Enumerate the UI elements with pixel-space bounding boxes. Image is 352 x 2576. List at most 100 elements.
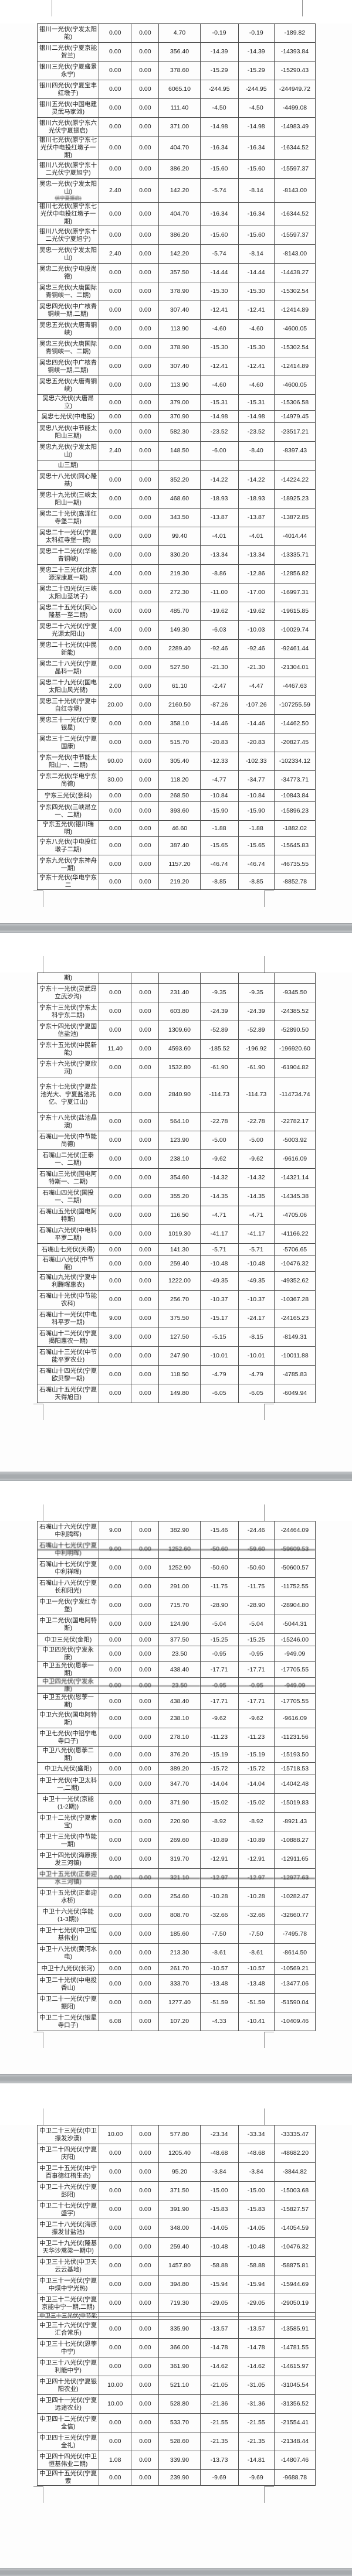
value-cell: -17705.55: [273, 1693, 316, 1710]
value-cell: -15.90: [238, 801, 275, 821]
value-cell: -11752.55: [273, 1577, 316, 1596]
station-name-cell: 吴忠三光伏(大唐国际青铜峡一、二期): [36, 282, 100, 301]
station-row: 吴忠一光伏(宁发太阳山) 伏宁夏振启) 2.40 0.00 142.20 -5.74 -8.…: [36, 178, 316, 203]
value-cell: 259.40: [158, 1255, 201, 1272]
station-row: 宁东三光伏(意科) 0.00 0.00 268.50 -10.84 -10.84 -1084…: [36, 789, 316, 802]
value-cell: 354.60: [158, 1168, 201, 1188]
value-cell: 0.00: [99, 1925, 132, 1944]
value-cell: -20.83: [238, 733, 275, 752]
value-cell: 0.00: [131, 1906, 160, 1925]
value-cell: -50.60: [199, 1540, 239, 1559]
value-cell: 0.00: [99, 2162, 132, 2182]
value-cell: -14.05: [238, 2219, 275, 2238]
value-cell: -23.52: [199, 422, 239, 442]
value-cell: -14.62: [199, 2357, 239, 2376]
value-cell: 0.00: [99, 1058, 132, 1077]
value-cell: 0.00: [131, 2432, 160, 2451]
station-name-cell: 石嘴山十三光伏(中节能平罗农业): [36, 1346, 100, 1366]
value-cell: -14.04: [199, 1775, 239, 1794]
station-name-cell: 宁东十光伏(华电宁东二: [36, 874, 100, 890]
station-name-cell: 银川三光伏(宁夏盛景永宁): [36, 61, 100, 80]
value-cell: -14.78: [199, 2338, 239, 2357]
value-cell: -4499.08: [273, 98, 316, 118]
value-cell: -92.46: [238, 639, 275, 658]
station-name-cell: 中卫三十二光伏(宁夏京能中宁一期,二期): [36, 2294, 100, 2313]
value-cell: -6.05: [199, 1384, 239, 1403]
value-cell: -21.30: [238, 658, 275, 677]
value-cell: 305.40: [158, 752, 201, 771]
value-cell: 0.00: [131, 801, 160, 821]
value-cell: -949.09: [273, 1646, 316, 1662]
value-cell: -16.34: [238, 202, 275, 226]
value-cell: -114.73: [199, 1077, 239, 1113]
station-name-cell: 吴忠九光伏(宁发太阳山): [36, 441, 100, 460]
value-cell: -14.98: [238, 410, 275, 423]
value-cell: -14042.48: [273, 1775, 316, 1794]
value-cell: -4.77: [199, 770, 239, 790]
settlement-table: 期) 宁东十一光伏(灵武昂立武沙沟) 0.00 0.00 231.40 -9.35 -9.3…: [36, 973, 316, 1403]
station-row: 中卫二十三光伏(中卫振发沙漠) 10.00 0.00 577.80 -23.34 -33.…: [36, 2125, 316, 2144]
settlement-table: 中卫二十三光伏(中卫振发沙漠) 10.00 0.00 577.80 -23.34 -33.…: [36, 2125, 316, 2486]
value-cell: 0.00: [131, 1596, 160, 1615]
value-cell: 0.00: [99, 1224, 132, 1244]
value-cell: -17.71: [199, 1661, 239, 1678]
value-cell: -5003.92: [273, 1131, 316, 1150]
value-cell: 0.00: [131, 1309, 160, 1328]
station-row: 石嘴山十四光伏(宁夏欧贝黎一期) 0.00 0.00 118.50 -4.79 -4.79…: [36, 1365, 316, 1384]
station-name-cell: 银川六光伏(原宁东六光伏宁夏振启): [36, 117, 100, 137]
value-cell: -14.44: [238, 263, 275, 282]
value-cell: 3.00: [99, 1328, 132, 1347]
value-cell: -8614.50: [273, 1943, 316, 1963]
station-name-cell: 石嘴山十六光伏(宁夏中利腾晖): [36, 1521, 100, 1540]
value-cell: 0.00: [99, 226, 132, 245]
station-name-cell: 中卫四十三光伏(宁夏全礼): [36, 2432, 100, 2451]
station-row: 中卫十二光伏(宁夏索宝) 0.00 0.00 220.90 -8.92 -8.92 -892…: [36, 1812, 316, 1831]
station-name-cell: 中卫十光伏(中卫太科一,二期): [36, 1775, 100, 1794]
value-cell: [158, 460, 201, 471]
document-page: 期) 宁东十一光伏(灵武昂立武沙沟) 0.00 0.00 231.40 -9.35 -9.3…: [0, 956, 352, 1472]
station-row: 银川四光伏(宁夏宝丰红墩子) 0.00 0.00 6065.10 -244.95 -244…: [36, 80, 316, 99]
value-cell: -244949.72: [273, 80, 316, 99]
value-cell: [238, 2312, 275, 2320]
station-name-cell: 中卫三光伏(金阳): [36, 1633, 100, 1646]
value-cell: -34.77: [238, 770, 275, 790]
station-name-cell: 中卫二光伏(国电阿特斯): [36, 1615, 100, 1634]
value-cell: -15645.83: [273, 836, 316, 855]
value-cell: -15.94: [238, 2275, 275, 2294]
value-cell: 2289.40: [158, 639, 201, 658]
margin-crop-mark: [264, 890, 265, 907]
station-row: 吴忠二十九光伏(国电太阳山风光储) 2.00 0.00 61.10 -2.47 -4.47…: [36, 677, 316, 696]
value-cell: -8.14: [238, 244, 275, 264]
value-cell: 0.00: [131, 2451, 160, 2470]
station-name-cell: 银川二光伏(宁夏京能贺兰): [36, 42, 100, 62]
value-cell: -14.81: [238, 2451, 275, 2470]
value-cell: -16344.52: [273, 202, 316, 226]
value-cell: -10.48: [199, 1255, 239, 1272]
value-cell: -11.00: [199, 583, 239, 602]
station-name-cell: 石嘴山六光伏(中电科平罗二期): [36, 1224, 100, 1244]
value-cell: -13.57: [199, 2319, 239, 2339]
value-cell: 0.00: [99, 1974, 132, 1994]
station-name-cell: 石嘴山四光伏(国投一、二期): [36, 1187, 100, 1206]
station-name-cell: 吴忠八光伏(中节能太阳山三期): [36, 422, 100, 442]
station-name-cell: 吴忠二十六光伏(宁夏光源太阳山): [36, 620, 100, 640]
value-cell: 23.50: [158, 1646, 201, 1662]
value-cell: 0.00: [99, 527, 132, 546]
value-cell: -24.17: [238, 1309, 275, 1328]
station-name-cell: 石嘴山三光伏(国电阿特斯一、二期): [36, 1168, 100, 1188]
value-cell: -58875.81: [273, 2256, 316, 2275]
station-name-cell: 中卫四十光伏(宁夏银阳农业): [36, 2376, 100, 2395]
value-cell: -50.60: [238, 1558, 275, 1578]
value-cell: -17.71: [199, 1693, 239, 1710]
settlement-table-wrap: 银川一光伏(宁发太阳能) 0.00 0.00 4.70 -0.19 -0.19 -189.8…: [33, 0, 316, 907]
station-row: 吴忠七光伏(中电投) 0.00 0.00 370.90 -14.98 -14.98 -149…: [36, 410, 316, 423]
station-name-cell: 宁东十三光伏(宁东太科宁东二期): [36, 1002, 100, 1021]
station-name-cell: 中卫三十六光伏(宁夏汇合常乐): [36, 2319, 100, 2339]
value-cell: 219.30: [158, 564, 201, 584]
value-cell: 239.90: [158, 2469, 201, 2486]
station-row: 中卫十七光伏(中卫恒基伟业) 0.00 0.00 185.60 -7.50 -7.50 -7…: [36, 1925, 316, 1944]
value-cell: -10.48: [199, 2237, 239, 2257]
station-name-cell: 宁东十四光伏(宁夏国信盐池): [36, 1021, 100, 1040]
station-name-cell: 吴忠二十八光伏(宁夏晶科一期): [36, 658, 100, 677]
value-cell: 0.00: [131, 1693, 160, 1710]
